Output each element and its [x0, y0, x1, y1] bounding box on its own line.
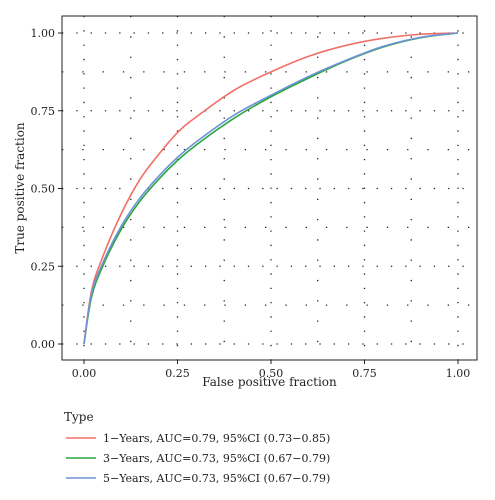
legend: Type 1−Years, AUC=0.79, 95%CI (0.73−0.85… [64, 410, 330, 485]
y-tick-label: 0.75 [31, 105, 56, 118]
y-axis-title: True positive fraction [13, 122, 27, 254]
y-tick-label: 1.00 [31, 27, 56, 40]
legend-label-2: 3−Years, AUC=0.73, 95%CI (0.67−0.79) [103, 452, 330, 465]
y-tick-label: 0.00 [31, 338, 56, 351]
grid [62, 16, 477, 360]
roc-curve-3 [83, 32, 459, 345]
x-axis-ticks: 0.00 0.25 0.50 0.75 1.00 [72, 360, 471, 380]
plot-panel-border [61, 15, 478, 361]
x-tick-label: 0.25 [165, 367, 190, 380]
x-tick-label: 0.50 [259, 367, 284, 380]
legend-label-3: 5−Years, AUC=0.73, 95%CI (0.67−0.79) [103, 472, 330, 485]
x-tick-label: 1.00 [446, 367, 471, 380]
y-axis-ticks: 0.00 0.25 0.50 0.75 1.00 [31, 27, 62, 351]
legend-title: Type [64, 410, 94, 424]
y-tick-label: 0.50 [31, 183, 56, 196]
x-tick-label: 0.00 [72, 367, 97, 380]
y-tick-label: 0.25 [31, 260, 56, 273]
x-axis-title: False positive fraction [202, 375, 337, 389]
roc-curve-1 [83, 32, 459, 345]
x-tick-label: 0.75 [352, 367, 377, 380]
legend-label-1: 1−Years, AUC=0.79, 95%CI (0.73−0.85) [103, 432, 330, 445]
roc-curves [83, 32, 459, 345]
